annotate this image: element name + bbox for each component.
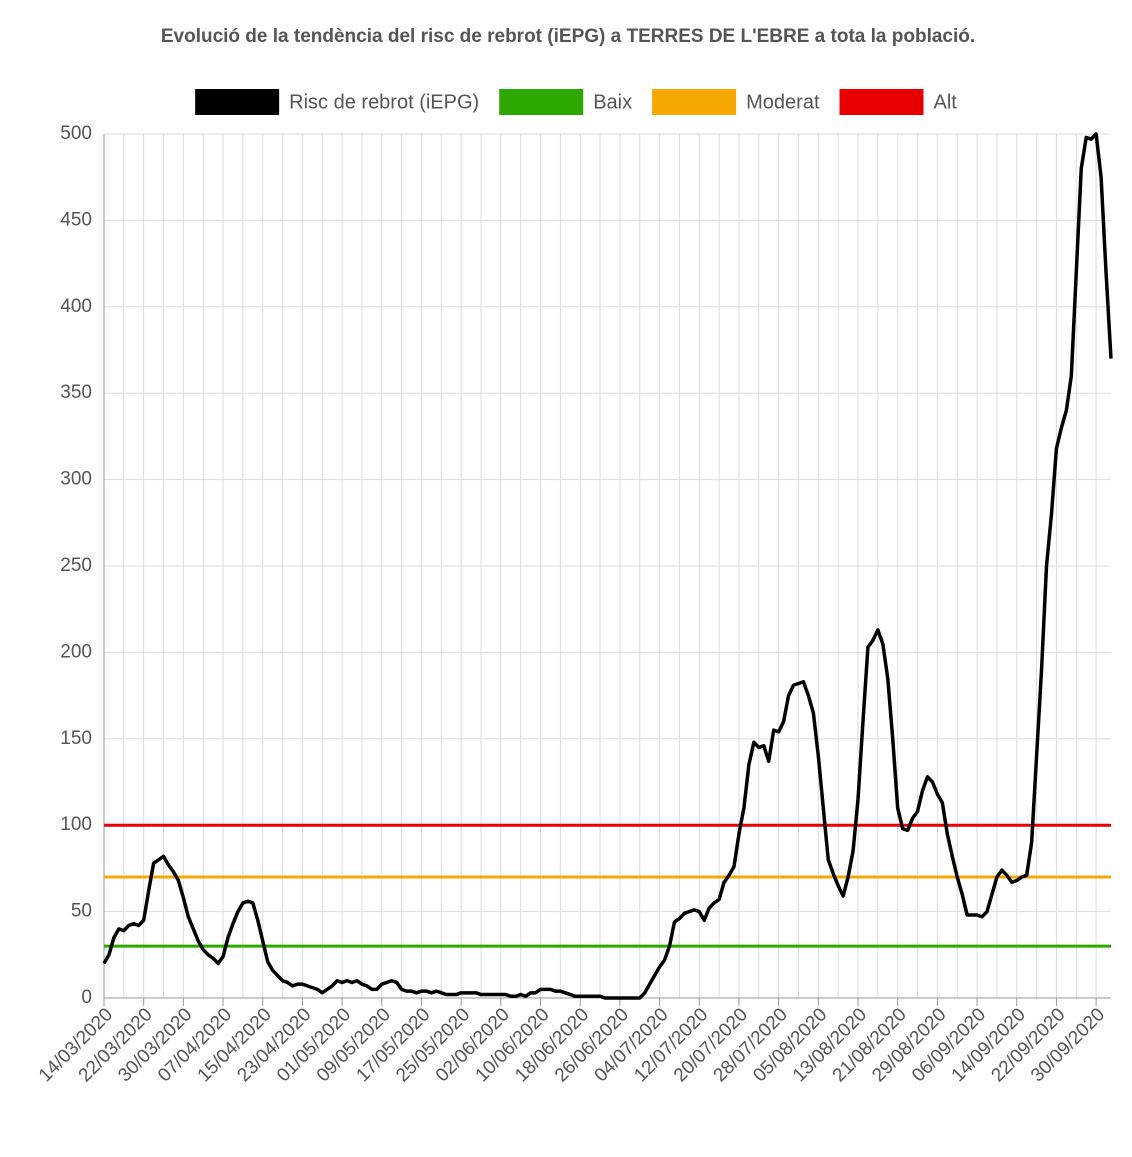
y-tick-label: 500: [60, 123, 92, 144]
y-tick-label: 200: [60, 641, 92, 662]
legend-swatch: [195, 89, 280, 115]
legend-swatch: [499, 89, 584, 115]
y-tick-label: 150: [60, 728, 92, 749]
chart-title: Evolució de la tendència del risc de reb…: [161, 26, 975, 47]
y-tick-label: 0: [81, 987, 92, 1008]
legend-swatch: [652, 89, 737, 115]
y-tick-label: 300: [60, 469, 92, 490]
y-tick-label: 50: [71, 901, 92, 922]
y-tick-label: 250: [60, 555, 92, 576]
legend-label: Alt: [934, 91, 958, 113]
legend-label: Risc de rebrot (iEPG): [289, 91, 479, 113]
legend-label: Baix: [593, 91, 632, 113]
legend-label: Moderat: [746, 91, 820, 113]
y-tick-label: 450: [60, 209, 92, 230]
y-tick-label: 350: [60, 382, 92, 403]
y-tick-label: 100: [60, 814, 92, 835]
data-line: [102, 132, 1113, 1000]
y-tick-label: 400: [60, 296, 92, 317]
legend-swatch: [839, 89, 924, 115]
